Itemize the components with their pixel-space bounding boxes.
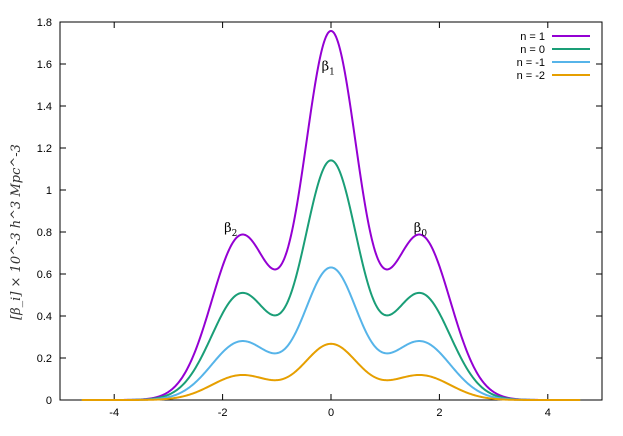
x-tick-label: -4 bbox=[109, 407, 119, 419]
y-tick-label: 0.4 bbox=[37, 311, 52, 323]
y-tick-label: 0 bbox=[46, 395, 52, 407]
legend-label: n = -2 bbox=[517, 70, 545, 82]
series-line bbox=[81, 29, 581, 401]
series-line bbox=[81, 266, 581, 401]
x-tick-label: -2 bbox=[218, 407, 228, 419]
x-tick-label: 0 bbox=[328, 407, 334, 419]
y-tick-label: 1.6 bbox=[37, 59, 52, 71]
beta-annotation: β1 bbox=[322, 59, 335, 77]
y-tick-label: 1.8 bbox=[37, 17, 52, 29]
y-axis: 0 0.2 0.4 0.6 0.8 1 1.2 1.4 1.6 1.8 bbox=[37, 17, 602, 407]
x-tick-label: 4 bbox=[545, 407, 551, 419]
beta-annotation: β2 bbox=[224, 221, 237, 239]
y-tick-label: 0.2 bbox=[37, 353, 52, 365]
series-line bbox=[81, 342, 581, 401]
x-axis: -4 -2 0 2 4 bbox=[109, 22, 551, 419]
legend-label: n = 1 bbox=[520, 31, 545, 43]
y-tick-label: 1 bbox=[46, 185, 52, 197]
y-tick-label: 1.4 bbox=[37, 101, 52, 113]
y-tick-label: 1.2 bbox=[37, 143, 52, 155]
legend-label: n = 0 bbox=[520, 44, 545, 56]
series-lines bbox=[81, 29, 581, 401]
y-tick-label: 0.6 bbox=[37, 269, 52, 281]
legend-label: n = -1 bbox=[517, 57, 545, 69]
y-tick-label: 0.8 bbox=[37, 227, 52, 239]
legend: n = 1n = 0n = -1n = -2 bbox=[517, 31, 590, 82]
y-axis-label: [β_i] × 10^-3 h^3 Mpc^-3 bbox=[9, 144, 24, 320]
series-line bbox=[81, 159, 581, 401]
x-tick-label: 2 bbox=[436, 407, 442, 419]
